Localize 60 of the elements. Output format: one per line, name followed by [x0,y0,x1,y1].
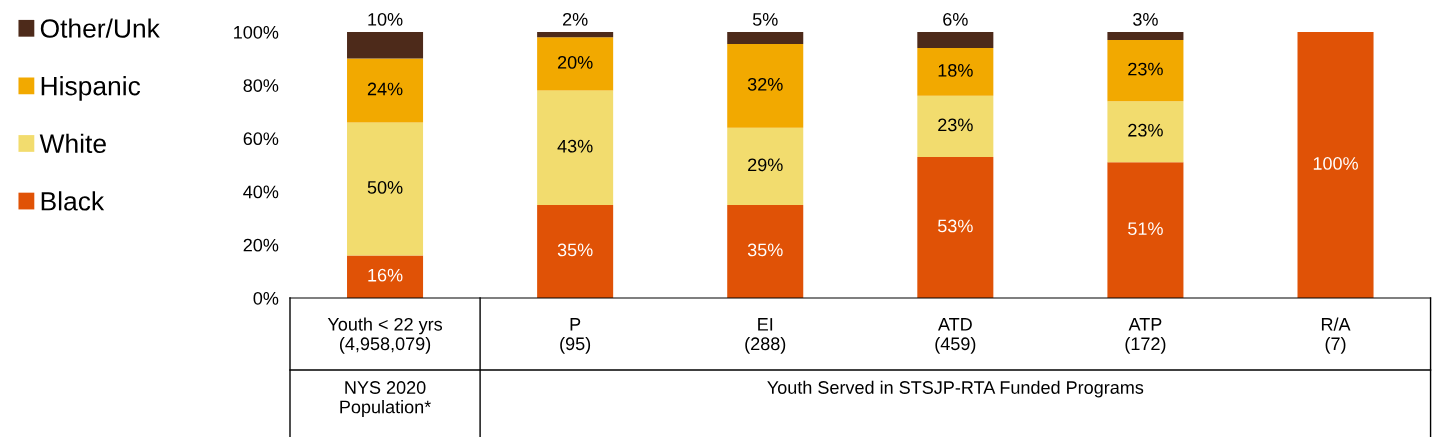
bar [347,255,424,298]
data-label: 32% [747,77,783,91]
y-tick-label: 100% [234,25,279,39]
bar [727,32,804,44]
bar [917,157,994,298]
data-label: 35% [557,243,593,257]
data-label: 23% [938,118,973,132]
bar [727,127,804,205]
data-label: 20% [557,55,593,69]
bar [347,58,424,123]
y-tick-label: 60% [243,132,279,146]
x-tick-label: ATD (459) [935,318,976,354]
bar [1107,162,1184,298]
bar [347,122,424,256]
bar [917,95,994,158]
data-label: 3% [1133,12,1158,26]
bar [917,32,994,48]
x-tick-label: Youth < 22 yrs (4,958,079) [327,317,443,354]
bar [1107,39,1184,102]
bar [1107,32,1184,40]
bar [1297,32,1374,298]
bar [727,204,804,298]
data-label: 23% [1128,123,1163,137]
y-tick-label: 40% [243,185,279,199]
data-label: 10% [368,12,403,26]
data-label: 43% [557,139,593,153]
x-tick-label: EI (288) [745,318,786,354]
data-label: 29% [748,158,783,172]
bar [1107,101,1184,163]
legend-label: Other/Unk [40,18,160,38]
data-label: 2% [563,12,588,26]
x-tick-label: ATP (172) [1125,318,1166,354]
data-label: 24% [367,82,403,96]
bar [537,37,614,91]
legend-label: White [39,133,106,154]
data-label: 5% [752,13,778,26]
text: Youth Served in STSJP-RTA Funded Programs [767,380,1144,398]
bar [347,32,424,59]
x-tick-label: P (95) [560,318,591,354]
bar [917,47,994,96]
data-label: 18% [938,63,973,77]
data-label: 51% [1128,222,1163,236]
data-label: 23% [1128,62,1163,76]
bar [727,43,804,128]
bar [537,32,614,38]
y-tick-label: 0% [253,291,279,305]
legend-label: Black [41,191,105,211]
data-label: 35% [747,243,783,257]
legend-label: Hispanic [41,76,141,101]
bar [537,204,614,298]
data-label: 53% [937,219,973,233]
data-label: 16% [368,268,403,282]
x-tick-label: R/A (7) [1321,317,1351,354]
data-label: 50% [367,181,403,194]
data-label: 100% [1313,157,1358,170]
text: NYS 2020 Population* [340,381,431,417]
data-label: 6% [943,12,968,26]
bar [537,90,614,205]
y-tick-label: 80% [243,79,279,92]
y-tick-label: 20% [243,238,279,252]
